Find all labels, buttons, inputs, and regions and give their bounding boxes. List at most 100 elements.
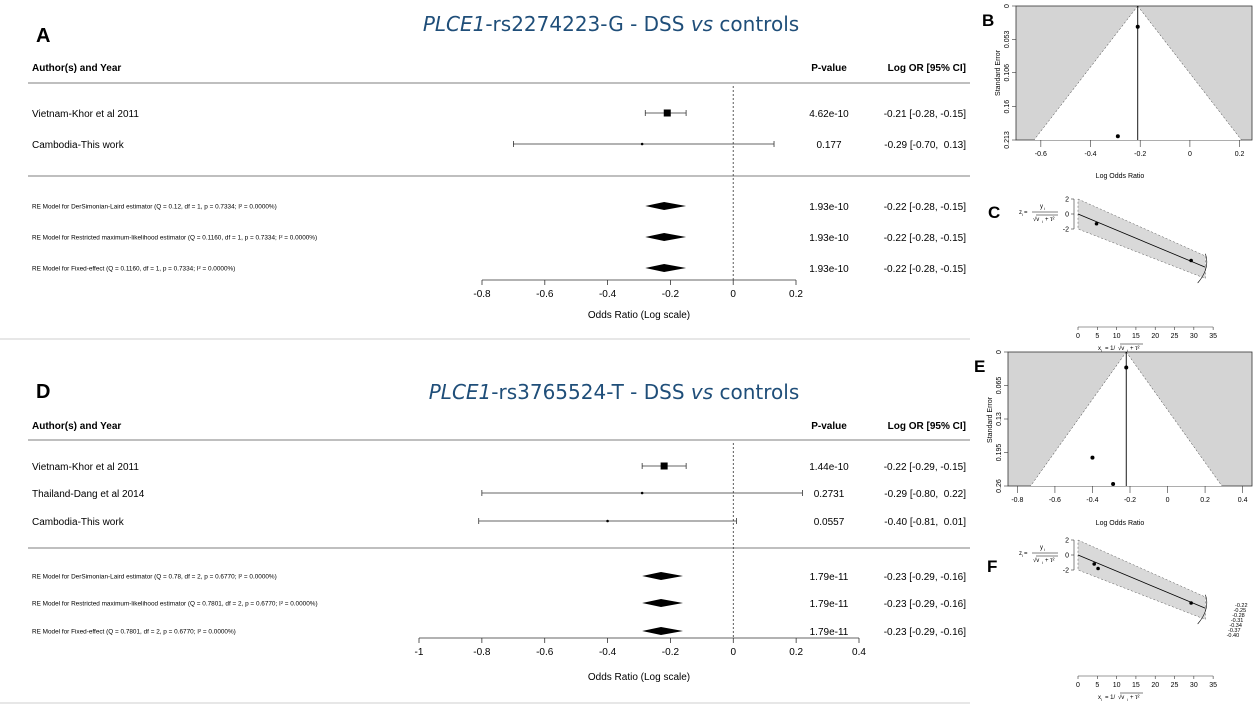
svg-text:i: i	[1101, 697, 1102, 702]
y-tick-label: 0.195	[996, 444, 1003, 462]
study-label: Thailand-Dang et al 2014	[32, 489, 145, 500]
funnel-b: 0 0.053 0.106 0.16 0.213 -0.6 -0.4 -0.2 0 0.2	[1004, 4, 1245, 158]
x-tick-label: -0.2	[662, 289, 680, 300]
y-tick-label: 2	[1065, 538, 1069, 545]
panel-letter-e: E	[974, 357, 985, 376]
study-estimate-point	[606, 519, 609, 523]
x-tick-label: 15	[1132, 333, 1140, 340]
x-tick-label: -0.2	[662, 647, 680, 658]
study-log-or: -0.22 [-0.29, -0.15]	[884, 462, 966, 473]
x-tick-label: 0	[1076, 682, 1080, 689]
x-tick-label: 25	[1171, 333, 1179, 340]
model-pvalue: 1.79e-11	[810, 627, 849, 638]
model-label: RE Model for Fixed-effect (Q = 0.1160, d…	[32, 266, 235, 273]
study-log-or: -0.29 [-0.70, 0.13]	[884, 140, 966, 151]
galbraith-c: 20-20 5 10 15 20 25 30 35	[1063, 197, 1217, 341]
study-pvalue: 0.177	[816, 140, 841, 151]
svg-text:x: x	[1098, 695, 1101, 701]
x-tick-label: -0.6	[536, 647, 554, 658]
svg-text:i: i	[1042, 560, 1043, 565]
arc-label: -0.40	[1227, 633, 1240, 639]
svg-text:+ τ²: + τ²	[1130, 695, 1140, 701]
svg-text:+ τ²: + τ²	[1045, 217, 1055, 223]
panel-d-pvalue-header: P-value	[811, 421, 847, 432]
arc-label: -0.22	[1235, 603, 1248, 609]
model-summary-diamond	[642, 572, 683, 580]
study-estimate-point	[640, 491, 644, 495]
funnel-point	[1111, 481, 1116, 486]
galbraith-point	[1096, 566, 1100, 571]
model-pvalue: 1.93e-10	[809, 264, 849, 275]
arc-label: -0.31	[1231, 618, 1244, 624]
panel-d-xlabel: Odds Ratio (Log scale)	[588, 672, 690, 683]
svg-text:z: z	[1019, 210, 1022, 216]
funnel-edge	[1033, 5, 1138, 141]
funnel-e-ylabel: Standard Error	[987, 396, 994, 443]
x-tick-label: 0.4	[852, 647, 866, 658]
model-log-or: -0.22 [-0.28, -0.15]	[884, 233, 966, 244]
x-tick-label: 20	[1151, 682, 1159, 689]
x-tick-label: -0.6	[1035, 151, 1047, 158]
panel-d-author-header: Author(s) and Year	[32, 421, 121, 432]
study-label: Vietnam-Khor et al 2011	[32, 109, 139, 120]
funnel-edge	[1126, 351, 1223, 487]
galbraith-point	[1189, 258, 1193, 263]
study-log-or: -0.21 [-0.28, -0.15]	[884, 109, 966, 120]
x-tick-label: -0.8	[1011, 497, 1023, 504]
study-label: Cambodia-This work	[32, 517, 125, 528]
study-log-or: -0.40 [-0.81, 0.01]	[884, 517, 966, 528]
x-tick-label: -0.4	[599, 647, 617, 658]
study-estimate-point	[660, 462, 668, 470]
funnel-point	[1090, 455, 1095, 460]
confidence-band	[1077, 198, 1206, 279]
svg-text:i: i	[1042, 219, 1043, 224]
model-log-or: -0.22 [-0.28, -0.15]	[884, 202, 966, 213]
model-label: RE Model for Fixed-effect (Q = 0.7801, d…	[32, 629, 236, 636]
x-tick-label: 30	[1190, 333, 1198, 340]
galbraith-f-x-formula: x i = 1/ √v i + τ²	[1098, 692, 1143, 702]
x-tick-label: 10	[1113, 333, 1121, 340]
y-tick-label: 0.26	[996, 479, 1003, 493]
svg-text:√v: √v	[1118, 345, 1124, 352]
x-tick-label: 25	[1171, 682, 1179, 689]
model-label: RE Model for Restricted maximum-likeliho…	[32, 235, 317, 242]
x-tick-label: 0	[1188, 151, 1192, 158]
svg-text:√v: √v	[1033, 216, 1039, 223]
x-tick-label: -0.4	[1086, 497, 1098, 504]
x-tick-label: 0	[1166, 497, 1170, 504]
model-summary-diamond	[642, 627, 683, 635]
model-log-or: -0.23 [-0.29, -0.16]	[884, 627, 966, 638]
panel-letter-a: A	[36, 25, 50, 47]
regression-line	[1077, 213, 1206, 268]
study-log-or: -0.29 [-0.80, 0.22]	[884, 489, 966, 500]
svg-text:i: i	[1022, 553, 1023, 558]
panel-a-pvalue-header: P-value	[811, 63, 847, 74]
y-tick-label: 0.13	[996, 412, 1003, 426]
y-tick-label: 0.213	[1004, 131, 1011, 149]
svg-text:x: x	[1098, 346, 1101, 352]
svg-text:i: i	[1101, 348, 1102, 353]
study-label: Cambodia-This work	[32, 140, 125, 151]
model-pvalue: 1.93e-10	[809, 233, 849, 244]
model-summary-diamond	[645, 264, 687, 272]
y-tick-label: 0	[1065, 553, 1069, 560]
y-tick-label: 0.16	[1004, 100, 1011, 114]
svg-text:=: =	[1024, 551, 1028, 557]
study-label: Vietnam-Khor et al 2011	[32, 462, 139, 473]
funnel-point	[1124, 365, 1129, 370]
x-tick-label: -0.4	[1084, 151, 1096, 158]
x-tick-label: 15	[1132, 682, 1140, 689]
galbraith-f: 20-20 5 10 15 20 25 30 35-0.22-0.25-0.28-0.31-0…	[1063, 538, 1248, 690]
galbraith-c-x-formula: x i = 1/ √v i + τ²	[1098, 343, 1143, 353]
panel-a-logor-header: Log OR [95% CI]	[888, 63, 966, 74]
y-tick-label: 2	[1065, 197, 1069, 204]
panel-letter-b: B	[982, 11, 994, 30]
funnel-point	[1115, 134, 1120, 139]
svg-text:= 1/: = 1/	[1105, 346, 1116, 352]
funnel-e: 0 0.065 0.13 0.195 0.26 -0.8 -0.6 -0.4 -0.2 0 0.2 0…	[996, 350, 1248, 504]
arc-label: -0.28	[1232, 613, 1245, 619]
x-tick-label: 35	[1209, 333, 1217, 340]
x-tick-label: 0.2	[1200, 497, 1210, 504]
model-summary-diamond	[645, 233, 687, 241]
